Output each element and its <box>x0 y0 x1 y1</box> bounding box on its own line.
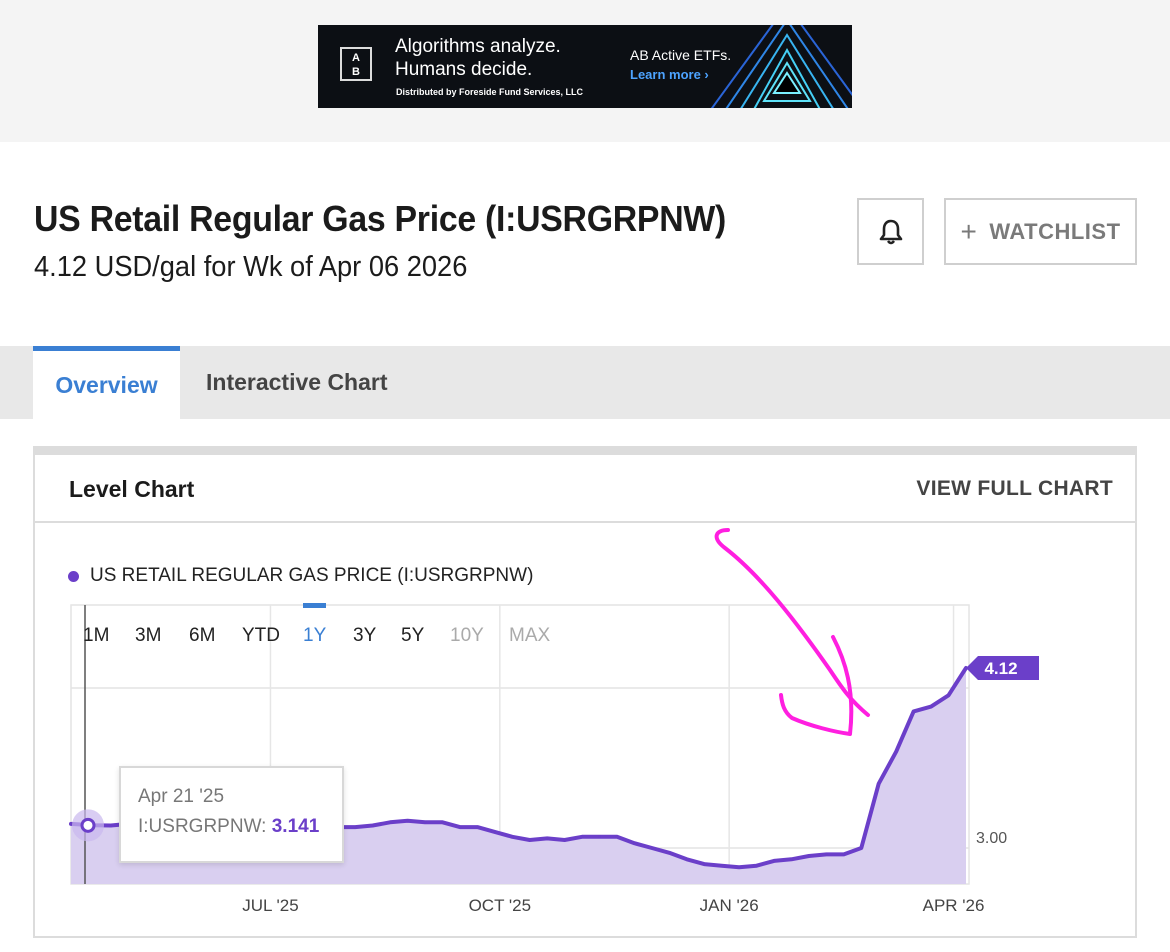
data-point[interactable] <box>912 710 915 713</box>
tooltip-series: I:USRGRPNW: <box>138 816 267 837</box>
data-point[interactable] <box>842 853 845 856</box>
data-point[interactable] <box>476 826 479 829</box>
range-3y-button[interactable]: 3Y <box>353 625 377 646</box>
bell-icon <box>879 219 902 244</box>
range-1y-button[interactable]: 1Y <box>303 625 327 646</box>
data-point[interactable] <box>807 855 810 858</box>
watchlist-label: WATCHLIST <box>989 218 1121 244</box>
x-tick-label: JAN '26 <box>700 896 759 915</box>
plus-icon: + <box>960 215 978 247</box>
x-tick-label: OCT '25 <box>469 896 531 915</box>
data-point[interactable] <box>354 826 357 829</box>
data-point[interactable] <box>441 821 444 824</box>
data-point[interactable] <box>528 839 531 842</box>
active-range-indicator <box>303 603 326 608</box>
triangle-art-icon <box>710 25 852 108</box>
data-point[interactable] <box>424 821 427 824</box>
ad-learn-more-link[interactable]: Learn more › <box>630 67 709 82</box>
data-point[interactable] <box>406 819 409 822</box>
annotation-arrow-head <box>779 635 854 736</box>
range-3m-button[interactable]: 3M <box>135 625 161 646</box>
data-point[interactable] <box>720 864 723 867</box>
data-point[interactable] <box>616 835 619 838</box>
ad-disclaimer: Distributed by Foreside Fund Services, L… <box>396 87 584 97</box>
range-5y-button[interactable]: 5Y <box>401 625 425 646</box>
data-point[interactable] <box>668 851 671 854</box>
tooltip-date: Apr 21 '25 <box>138 786 225 807</box>
x-tick-label: APR '26 <box>923 896 985 915</box>
add-to-watchlist-button[interactable]: + WATCHLIST <box>944 198 1137 265</box>
data-point[interactable] <box>389 821 392 824</box>
data-point[interactable] <box>877 782 880 785</box>
data-point[interactable] <box>755 864 758 867</box>
data-point[interactable] <box>685 858 688 861</box>
alert-button[interactable] <box>857 198 924 265</box>
range-6m-button[interactable]: 6M <box>189 625 215 646</box>
tab-bar: Overview Interactive Chart <box>0 346 1170 419</box>
legend-label: US RETAIL REGULAR GAS PRICE (I:USRGRPNW) <box>90 565 534 586</box>
last-value-label: 4.12 <box>984 659 1017 678</box>
tooltip-value: 3.141 <box>271 816 320 837</box>
data-point[interactable] <box>825 853 828 856</box>
range-1m-button[interactable]: 1M <box>83 625 109 646</box>
range-10y-button: 10Y <box>450 625 484 646</box>
data-point[interactable] <box>598 835 601 838</box>
range-ytd-button[interactable]: YTD <box>242 625 280 646</box>
ad-brand: AB Active ETFs. <box>630 47 732 63</box>
data-point[interactable] <box>703 863 706 866</box>
tab-interactive-chart[interactable]: Interactive Chart <box>206 369 388 395</box>
data-point[interactable] <box>895 750 898 753</box>
annotation-arrow-shaft <box>714 528 870 717</box>
data-point[interactable] <box>947 694 950 697</box>
price-subtitle: 4.12 USD/gal for Wk of Apr 06 2026 <box>34 251 468 283</box>
data-point[interactable] <box>633 842 636 845</box>
ad-headline-2: Humans decide. <box>395 59 533 80</box>
card-title: Level Chart <box>69 476 195 502</box>
x-tick-label: JUL '25 <box>242 896 298 915</box>
tooltip-series-line: I:USRGRPNW: 3.141 <box>138 816 342 838</box>
data-point[interactable] <box>581 835 584 838</box>
card-header: Level Chart VIEW FULL CHART <box>35 455 1135 523</box>
data-point[interactable] <box>371 824 374 827</box>
data-point[interactable] <box>738 866 741 869</box>
last-value-flag <box>966 656 1039 680</box>
data-point[interactable] <box>458 826 461 829</box>
data-point[interactable] <box>790 858 793 861</box>
data-point[interactable] <box>563 839 566 842</box>
range-max-button: MAX <box>509 625 551 646</box>
data-point[interactable] <box>493 830 496 833</box>
hover-point <box>80 817 96 833</box>
data-point[interactable] <box>860 847 863 850</box>
data-point[interactable] <box>773 859 776 862</box>
data-point[interactable] <box>650 847 653 850</box>
tab-overview[interactable]: Overview <box>33 346 180 419</box>
data-point[interactable] <box>546 837 549 840</box>
data-point[interactable] <box>511 835 514 838</box>
data-point[interactable] <box>930 705 933 708</box>
chart-tooltip: Apr 21 '25 I:USRGRPNW: 3.141 <box>119 766 344 863</box>
legend-dot-icon <box>68 570 79 582</box>
page-title: US Retail Regular Gas Price (I:USRGRPNW) <box>34 198 727 239</box>
ad-headline-1: Algorithms analyze. <box>395 36 561 57</box>
y-tick-label: 3.00 <box>976 830 1007 847</box>
chart-legend: US RETAIL REGULAR GAS PRICE (I:USRGRPNW) <box>68 565 533 587</box>
view-full-chart-link[interactable]: VIEW FULL CHART <box>916 477 1113 500</box>
data-point[interactable] <box>109 824 112 827</box>
